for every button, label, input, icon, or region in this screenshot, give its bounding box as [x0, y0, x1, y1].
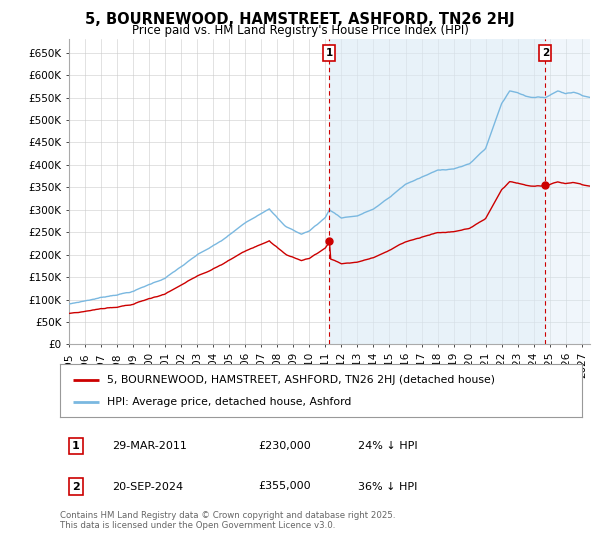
Text: 1: 1 — [326, 48, 333, 58]
Text: 36% ↓ HPI: 36% ↓ HPI — [358, 482, 417, 492]
Text: 29-MAR-2011: 29-MAR-2011 — [112, 441, 187, 451]
Text: 20-SEP-2024: 20-SEP-2024 — [112, 482, 184, 492]
Text: HPI: Average price, detached house, Ashford: HPI: Average price, detached house, Ashf… — [107, 397, 352, 407]
Text: Contains HM Land Registry data © Crown copyright and database right 2025.
This d: Contains HM Land Registry data © Crown c… — [60, 511, 395, 530]
Text: 5, BOURNEWOOD, HAMSTREET, ASHFORD, TN26 2HJ (detached house): 5, BOURNEWOOD, HAMSTREET, ASHFORD, TN26 … — [107, 375, 495, 385]
Text: £230,000: £230,000 — [259, 441, 311, 451]
Text: 5, BOURNEWOOD, HAMSTREET, ASHFORD, TN26 2HJ: 5, BOURNEWOOD, HAMSTREET, ASHFORD, TN26 … — [85, 12, 515, 27]
Text: 1: 1 — [72, 441, 80, 451]
Text: £355,000: £355,000 — [259, 482, 311, 492]
Text: 24% ↓ HPI: 24% ↓ HPI — [358, 441, 417, 451]
Text: 2: 2 — [542, 48, 549, 58]
Bar — [329, 39, 545, 344]
Bar — [545, 39, 590, 344]
Text: 2: 2 — [72, 482, 80, 492]
Text: Price paid vs. HM Land Registry's House Price Index (HPI): Price paid vs. HM Land Registry's House … — [131, 24, 469, 36]
